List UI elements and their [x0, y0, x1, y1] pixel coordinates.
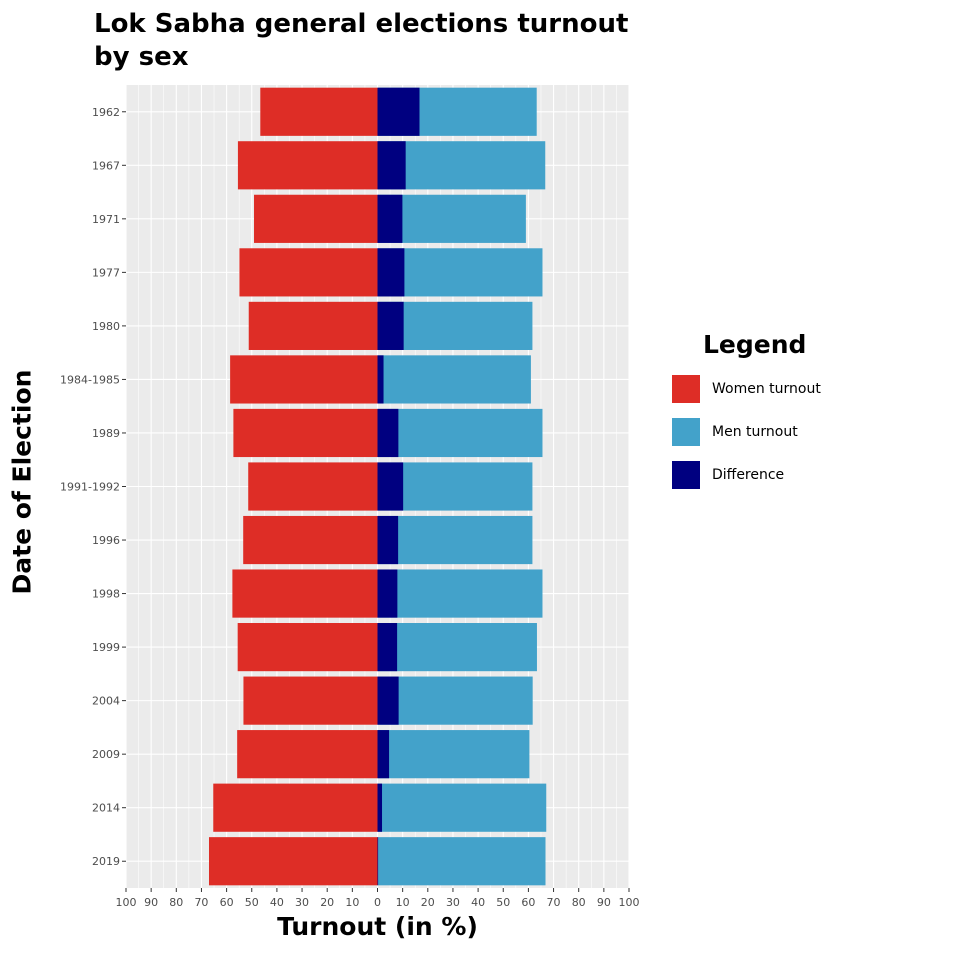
bar-women-1967 [237, 141, 378, 190]
x-tick-label: 40 [471, 896, 485, 909]
bar-women-1991-1992 [248, 462, 378, 511]
y-axis-label: Date of Election [7, 369, 37, 595]
legend-label-men: Men turnout [712, 424, 798, 440]
x-tick-label: 90 [144, 896, 158, 909]
bar-women-1984-1985 [230, 355, 378, 404]
legend-item-men: Men turnout [672, 418, 932, 446]
x-tick-label: 10 [345, 896, 359, 909]
bar-difference-1996 [377, 515, 399, 565]
legend-swatch-difference [672, 461, 700, 489]
legend-swatch-women [672, 375, 700, 403]
bar-difference-1998 [377, 569, 398, 618]
bar-men-1991-1992 [377, 462, 533, 511]
y-tick-label: 1980 [92, 320, 120, 333]
x-tick-label: 50 [496, 896, 510, 909]
bar-women-1989 [233, 408, 378, 458]
y-tick-label: 1996 [92, 534, 120, 547]
bar-men-1998 [377, 569, 543, 618]
y-tick-label: 2009 [92, 748, 120, 761]
bar-difference-1962 [377, 87, 420, 136]
y-tick-label: 2019 [92, 855, 120, 868]
legend-label-difference: Difference [712, 467, 785, 483]
bar-women-1998 [232, 569, 378, 618]
bar-women-2014 [213, 783, 378, 832]
x-tick-label: 70 [547, 896, 561, 909]
bar-women-1977 [239, 248, 378, 297]
y-tick-label: 1998 [92, 588, 120, 601]
x-tick-label: 70 [194, 896, 208, 909]
bar-difference-2019 [377, 837, 379, 886]
x-tick-label: 80 [169, 896, 183, 909]
bar-women-1962 [260, 87, 378, 136]
y-tick-label: 2014 [92, 802, 120, 815]
x-tick-label: 20 [320, 896, 334, 909]
bar-difference-1999 [377, 623, 398, 672]
bar-men-2004 [377, 676, 533, 725]
bar-women-2019 [208, 837, 378, 886]
y-tick-label: 1967 [92, 159, 120, 172]
x-axis-label: Turnout (in %) [277, 912, 478, 941]
bar-women-1999 [237, 623, 378, 672]
bar-difference-1989 [377, 408, 399, 458]
x-tick-label: 30 [446, 896, 460, 909]
bar-women-1971 [254, 194, 378, 243]
x-tick-label: 10 [396, 896, 410, 909]
x-tick-label: 60 [220, 896, 234, 909]
bar-men-1996 [377, 515, 533, 565]
y-tick-label: 1971 [92, 213, 120, 226]
bar-men-2009 [377, 730, 530, 779]
bar-men-2014 [377, 783, 547, 832]
bar-difference-1967 [377, 141, 406, 190]
bar-difference-2009 [377, 730, 390, 779]
y-tick-label: 1962 [92, 106, 120, 119]
legend-item-women: Women turnout [672, 375, 932, 403]
x-tick-label: 30 [295, 896, 309, 909]
bar-men-1999 [377, 623, 537, 672]
legend: Legend Women turnout Men turnout Differe… [672, 330, 932, 504]
bar-difference-1991-1992 [377, 462, 404, 511]
bar-women-2004 [243, 676, 378, 725]
legend-swatch-men [672, 418, 700, 446]
axes: 100 90 80 70 60 50 40 30 20 10 0 10 20 30 40 50 60 70 80 90… [60, 106, 639, 909]
bar-women-1996 [243, 515, 378, 565]
x-tick-label: 40 [270, 896, 284, 909]
bar-men-1984-1985 [377, 355, 531, 404]
bar-difference-1984-1985 [377, 355, 384, 404]
bar-men-1989 [377, 408, 543, 458]
x-tick-label: 100 [116, 896, 137, 909]
x-tick-label: 60 [521, 896, 535, 909]
legend-item-difference: Difference [672, 461, 932, 489]
chart-title: Lok Sabha general elections turnout by s… [94, 9, 629, 72]
bar-women-2009 [237, 730, 378, 779]
legend-title: Legend [703, 330, 807, 359]
x-tick-label: 80 [572, 896, 586, 909]
bar-difference-1980 [377, 301, 404, 350]
bar-men-1977 [377, 248, 543, 297]
bar-difference-1977 [377, 248, 405, 297]
legend-label-women: Women turnout [712, 381, 821, 397]
y-tick-label: 1991-1992 [60, 481, 120, 494]
y-tick-label: 1999 [92, 641, 120, 654]
y-tick-label: 2004 [92, 695, 120, 708]
bar-women-1980 [248, 301, 378, 350]
bar-difference-2014 [377, 783, 383, 832]
bars [208, 87, 547, 886]
x-tick-label: 90 [597, 896, 611, 909]
x-tick-label: 20 [421, 896, 435, 909]
bar-difference-2004 [377, 676, 399, 725]
x-tick-label: 50 [245, 896, 259, 909]
x-tick-label: 100 [619, 896, 640, 909]
bar-difference-1971 [377, 194, 403, 243]
x-tick-label: 0 [374, 896, 381, 909]
y-tick-label: 1977 [92, 266, 120, 279]
y-tick-label: 1984-1985 [60, 373, 120, 386]
y-tick-label: 1989 [92, 427, 120, 440]
bar-men-2019 [377, 837, 546, 886]
